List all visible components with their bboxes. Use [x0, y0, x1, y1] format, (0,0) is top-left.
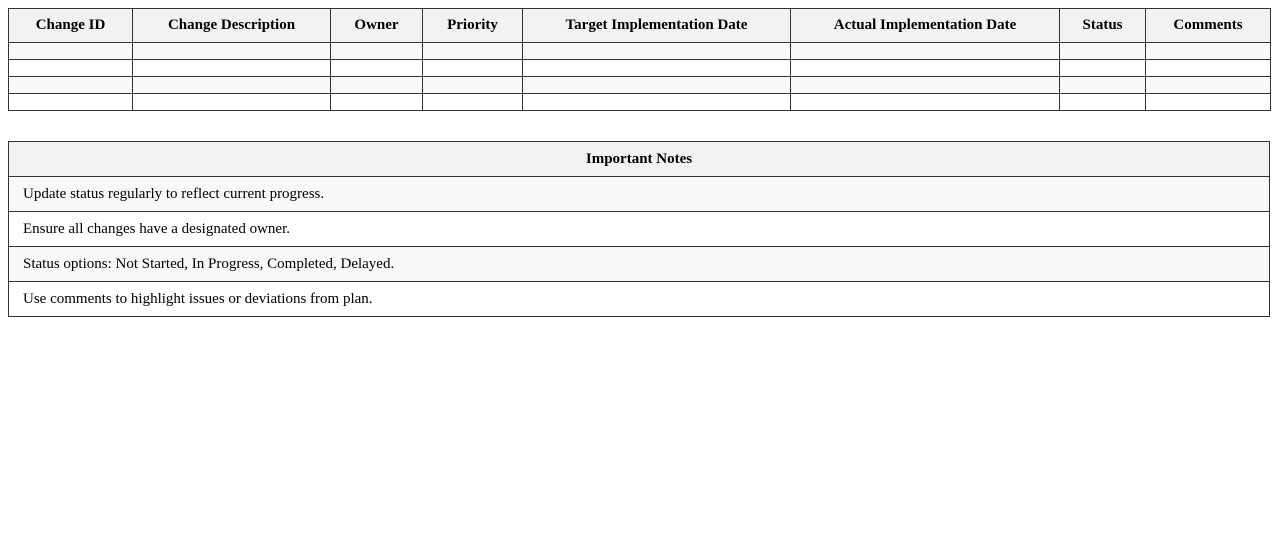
table-cell[interactable]	[132, 59, 331, 77]
table-cell[interactable]	[790, 42, 1060, 60]
table-cell[interactable]	[132, 76, 331, 94]
notes-title: Important Notes	[8, 141, 1270, 177]
column-header-comments: Comments	[1145, 8, 1271, 43]
table-cell[interactable]	[1145, 59, 1271, 77]
table-row	[8, 42, 1271, 60]
change-tracker-table: Change ID Change Description Owner Prior…	[8, 8, 1271, 111]
table-cell[interactable]	[422, 76, 523, 94]
table-cell[interactable]	[8, 76, 133, 94]
table-cell[interactable]	[422, 42, 523, 60]
column-header-owner: Owner	[330, 8, 423, 43]
column-header-change-description: Change Description	[132, 8, 331, 43]
note-item: Use comments to highlight issues or devi…	[8, 281, 1270, 317]
table-cell[interactable]	[522, 59, 791, 77]
table-cell[interactable]	[330, 42, 423, 60]
table-cell[interactable]	[330, 93, 423, 111]
column-header-status: Status	[1059, 8, 1146, 43]
column-header-change-id: Change ID	[8, 8, 133, 43]
column-header-target-date: Target Implementation Date	[522, 8, 791, 43]
table-cell[interactable]	[1059, 93, 1146, 111]
column-header-priority: Priority	[422, 8, 523, 43]
table-row	[8, 76, 1271, 94]
note-row: Use comments to highlight issues or devi…	[8, 281, 1270, 317]
table-cell[interactable]	[132, 93, 331, 111]
table-cell[interactable]	[330, 59, 423, 77]
table-cell[interactable]	[790, 59, 1060, 77]
note-item: Ensure all changes have a designated own…	[8, 211, 1270, 247]
table-cell[interactable]	[522, 76, 791, 94]
note-row: Status options: Not Started, In Progress…	[8, 246, 1270, 282]
table-cell[interactable]	[1059, 76, 1146, 94]
table-row	[8, 59, 1271, 77]
table-cell[interactable]	[790, 93, 1060, 111]
table-cell[interactable]	[422, 59, 523, 77]
table-cell[interactable]	[8, 59, 133, 77]
table-cell[interactable]	[132, 42, 331, 60]
header-row: Change ID Change Description Owner Prior…	[8, 8, 1271, 43]
note-row: Update status regularly to reflect curre…	[8, 176, 1270, 212]
table-cell[interactable]	[790, 76, 1060, 94]
important-notes-table: Important Notes Update status regularly …	[8, 141, 1270, 317]
page: Change ID Change Description Owner Prior…	[8, 8, 1271, 317]
note-item: Status options: Not Started, In Progress…	[8, 246, 1270, 282]
table-cell[interactable]	[1145, 42, 1271, 60]
note-item: Update status regularly to reflect curre…	[8, 176, 1270, 212]
table-cell[interactable]	[522, 93, 791, 111]
table-cell[interactable]	[8, 93, 133, 111]
table-cell[interactable]	[522, 42, 791, 60]
note-row: Ensure all changes have a designated own…	[8, 211, 1270, 247]
table-cell[interactable]	[330, 76, 423, 94]
table-cell[interactable]	[1145, 93, 1271, 111]
table-cell[interactable]	[422, 93, 523, 111]
table-cell[interactable]	[1059, 59, 1146, 77]
table-row	[8, 93, 1271, 111]
column-header-actual-date: Actual Implementation Date	[790, 8, 1060, 43]
table-cell[interactable]	[8, 42, 133, 60]
table-cell[interactable]	[1059, 42, 1146, 60]
table-cell[interactable]	[1145, 76, 1271, 94]
